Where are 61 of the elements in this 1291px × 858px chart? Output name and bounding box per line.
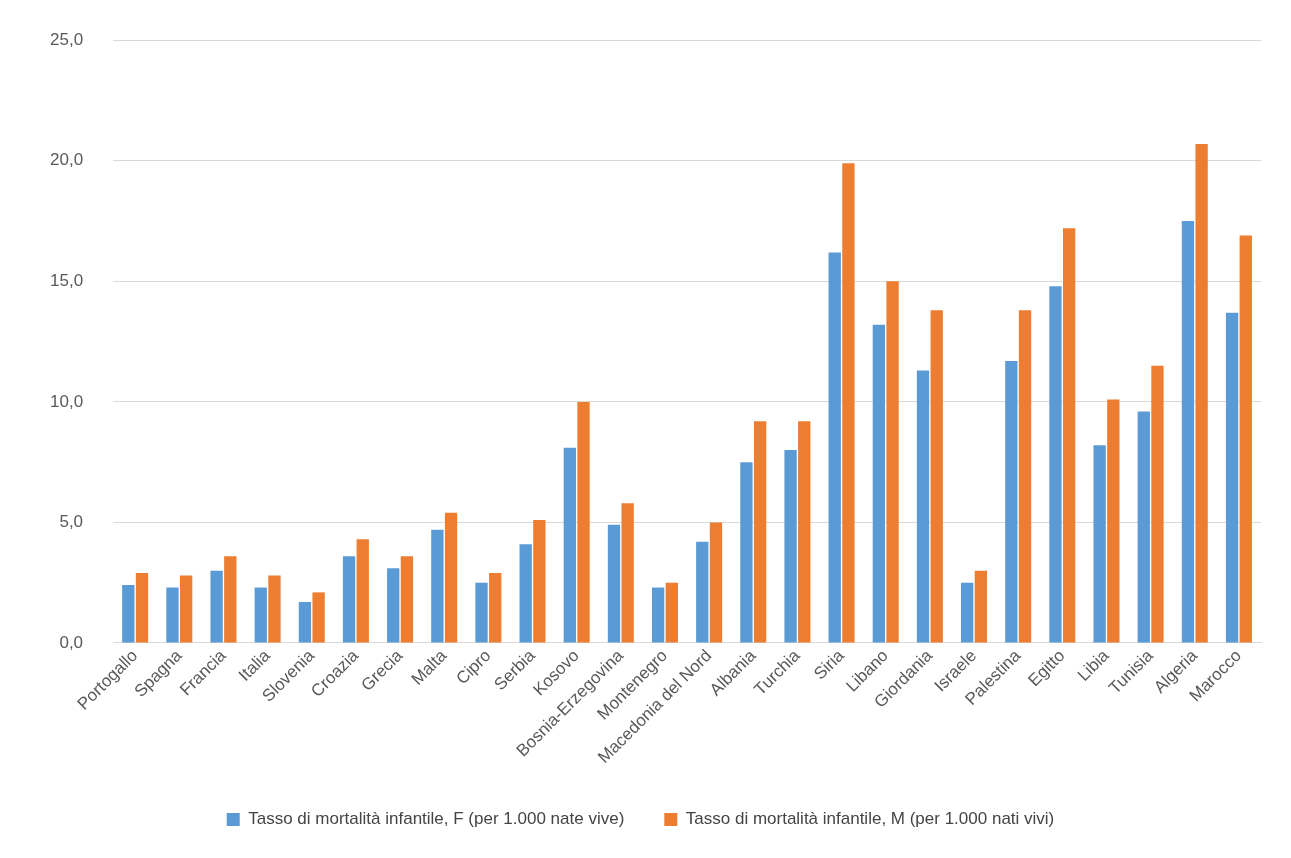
bar (696, 541, 709, 643)
bar (122, 585, 135, 643)
bar (387, 568, 400, 643)
bar (431, 529, 444, 643)
bar (210, 570, 223, 643)
bar (753, 421, 767, 643)
bar (828, 252, 841, 643)
bar (607, 524, 621, 643)
bar (519, 544, 532, 643)
bar (444, 512, 458, 643)
bar (356, 539, 369, 643)
y-tick-label: 20,0 (49, 150, 84, 170)
bar (489, 573, 502, 643)
bar (1137, 411, 1150, 643)
bar (577, 401, 590, 643)
bar (1107, 399, 1120, 643)
bar (1195, 143, 1208, 643)
bar (1239, 235, 1252, 643)
y-tick-label: 5,0 (59, 512, 84, 532)
bar (974, 570, 988, 643)
bar (916, 370, 930, 643)
bar (740, 462, 753, 643)
y-tick-label: 0,0 (59, 632, 84, 652)
bar (886, 281, 899, 643)
x-tick-label: Siria (810, 645, 849, 684)
bar (180, 575, 193, 643)
bar (1049, 286, 1062, 643)
legend-label: Tasso di mortalità infantile, M (per 1.000 nati vivi) (685, 809, 1055, 829)
bar (224, 556, 237, 643)
bar (651, 587, 665, 643)
bar (1093, 445, 1106, 643)
bar (342, 556, 356, 643)
bar (784, 450, 797, 643)
bar (709, 522, 723, 643)
bar (1018, 310, 1032, 643)
bar (842, 163, 855, 643)
bar (400, 556, 414, 643)
bar (1151, 365, 1164, 643)
bar (1225, 312, 1239, 643)
y-tick-label: 10,0 (49, 391, 84, 411)
bar (166, 587, 179, 643)
bar (268, 575, 281, 643)
bar (1005, 360, 1018, 643)
bar (533, 520, 546, 643)
bar (1063, 228, 1076, 643)
y-tick-label: 25,0 (49, 29, 84, 49)
bar (298, 602, 312, 643)
bar (563, 447, 576, 643)
bar (1181, 221, 1195, 643)
bar (930, 310, 943, 643)
y-tick-label: 15,0 (49, 271, 84, 290)
bar (254, 587, 267, 643)
bar (872, 324, 886, 643)
bar (961, 582, 974, 643)
bar (475, 582, 488, 643)
bar (312, 592, 325, 643)
bar (665, 582, 678, 643)
legend-label: Tasso di mortalità infantile, F (per 1.000 nate vive) (248, 809, 625, 829)
bar (135, 573, 149, 643)
bar (798, 421, 811, 643)
bar (621, 503, 634, 643)
